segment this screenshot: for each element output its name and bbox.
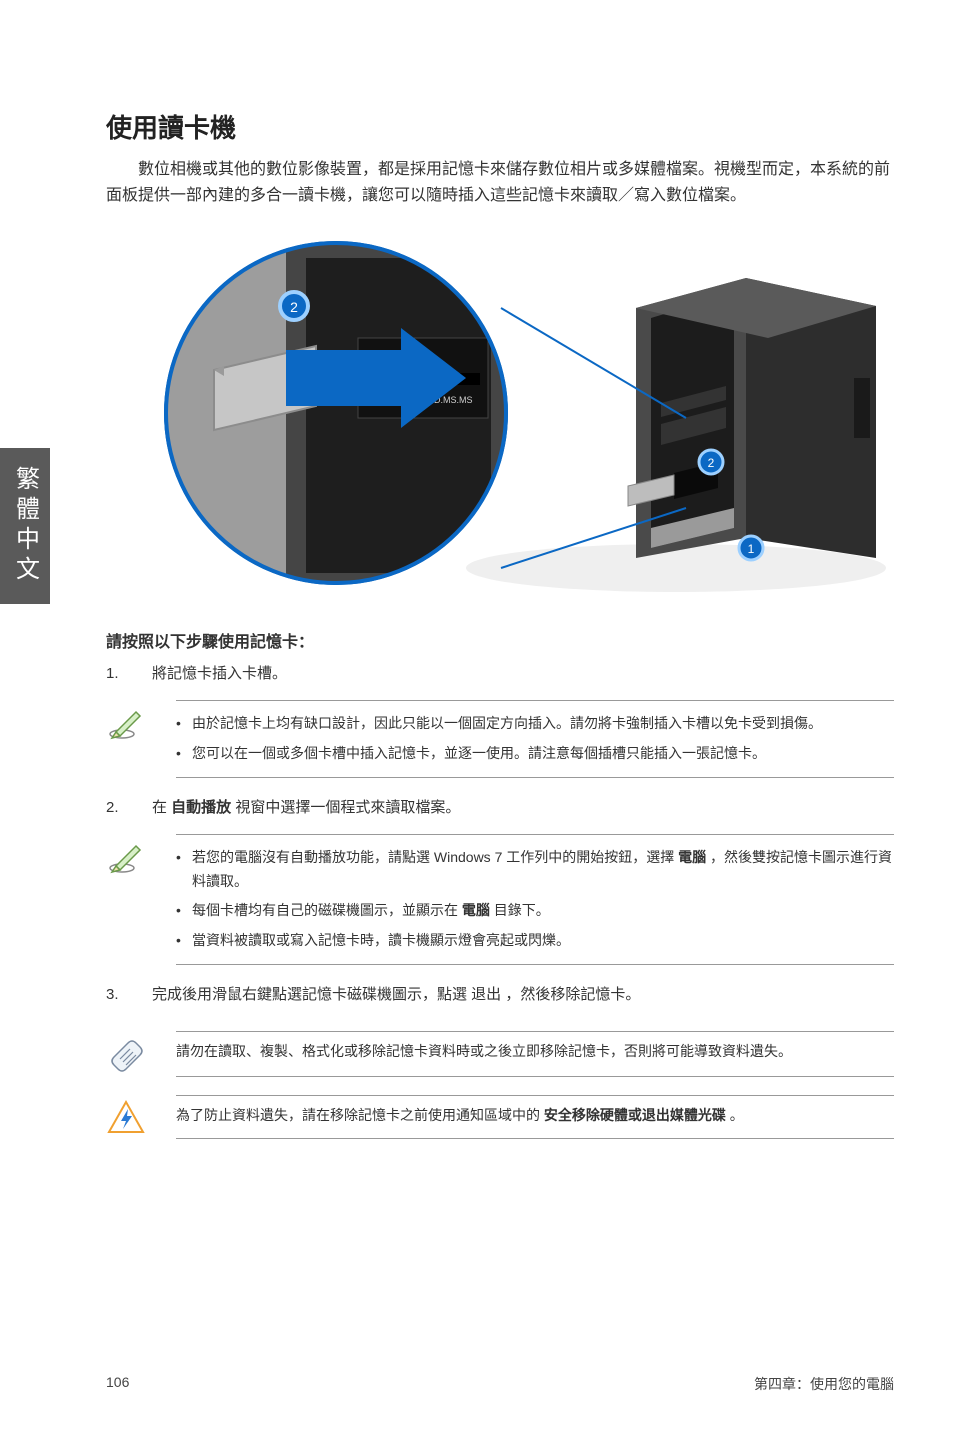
step-2-number: 2.	[106, 796, 152, 820]
pencil-note-icon	[106, 838, 146, 878]
step-2: 2. 在 自動播放 視窗中選擇一個程式來讀取檔案。	[106, 796, 894, 820]
card-reader-diagram: MMC.SD.MS.MS 2 2 1	[106, 228, 894, 598]
step-3-text: 完成後用滑鼠右鍵點選記憶卡磁碟機圖示，點選 退出 ，然後移除記憶卡。	[152, 983, 640, 1007]
warning-1-text: 請勿在讀取、複製、格式化或移除記憶卡資料時或之後立即移除記憶卡，否則將可能導致資…	[176, 1040, 894, 1064]
note2-bullet2: 每個卡槽均有自己的磁碟機圖示，並顯示在 電腦 目錄下。	[192, 899, 550, 923]
pencil-note-icon	[106, 704, 146, 744]
step-3-number: 3.	[106, 983, 152, 1007]
step-2-text: 在 自動播放 視窗中選擇一個程式來讀取檔案。	[152, 796, 460, 820]
page-footer: 106 第四章：使用您的電腦	[106, 1374, 894, 1394]
page-content: 使用讀卡機 數位相機或其他的數位影像裝置，都是採用記憶卡來儲存數位相片或多媒體檔…	[106, 108, 894, 1157]
lightning-warning-icon	[106, 1099, 146, 1139]
callout-2a: 2	[290, 299, 298, 315]
callout-1: 1	[748, 542, 755, 556]
step-3: 3. 完成後用滑鼠右鍵點選記憶卡磁碟機圖示，點選 退出 ，然後移除記憶卡。	[106, 983, 894, 1007]
intro-paragraph: 數位相機或其他的數位影像裝置，都是採用記憶卡來儲存數位相片或多媒體檔案。視機型而…	[106, 157, 894, 208]
note1-bullet2: 您可以在一個或多個卡槽中插入記憶卡，並逐一使用。請注意每個插槽只能插入一張記憶卡…	[192, 742, 766, 766]
warning-2-text: 為了防止資料遺失，請在移除記憶卡之前使用通知區域中的 安全移除硬體或退出媒體光碟…	[176, 1104, 894, 1128]
language-side-tab: 繁體中文	[0, 448, 50, 604]
callout-2b: 2	[708, 456, 715, 470]
note-block-2: • 若您的電腦沒有自動播放功能，請點選 Windows 7 工作列中的開始按鈕，…	[106, 834, 894, 965]
step-1-number: 1.	[106, 662, 152, 686]
hand-warning-icon	[106, 1035, 148, 1077]
diagram-svg: MMC.SD.MS.MS 2 2 1	[106, 228, 894, 598]
steps-heading: 請按照以下步驟使用記憶卡：	[106, 628, 894, 652]
tower-right	[628, 278, 876, 558]
section-title: 使用讀卡機	[106, 108, 894, 145]
warning-block-1: 請勿在讀取、複製、格式化或移除記憶卡資料時或之後立即移除記憶卡，否則將可能導致資…	[106, 1031, 894, 1077]
note1-bullet1: 由於記憶卡上均有缺口設計，因此只能以一個固定方向插入。請勿將卡強制插入卡槽以免卡…	[192, 712, 822, 736]
step-1-text: 將記憶卡插入卡槽。	[152, 662, 287, 686]
step-1: 1. 將記憶卡插入卡槽。	[106, 662, 894, 686]
note-block-1: •由於記憶卡上均有缺口設計，因此只能以一個固定方向插入。請勿將卡強制插入卡槽以免…	[106, 700, 894, 778]
warning-block-2: 為了防止資料遺失，請在移除記憶卡之前使用通知區域中的 安全移除硬體或退出媒體光碟…	[106, 1095, 894, 1139]
page-number: 106	[106, 1374, 129, 1394]
note2-bullet3: 當資料被讀取或寫入記憶卡時，讀卡機顯示燈會亮起或閃爍。	[192, 929, 570, 953]
note2-bullet1: 若您的電腦沒有自動播放功能，請點選 Windows 7 工作列中的開始按鈕，選擇…	[192, 846, 894, 894]
chapter-label: 第四章：使用您的電腦	[754, 1374, 894, 1394]
